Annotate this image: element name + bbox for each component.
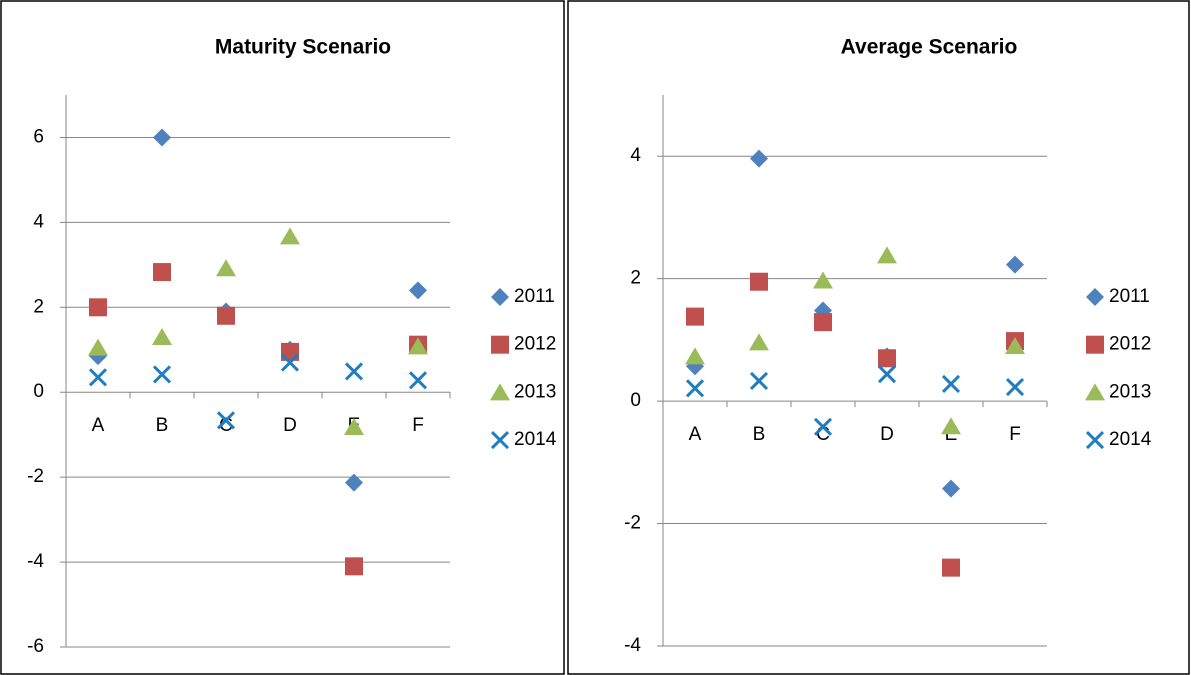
data-point (1005, 377, 1025, 397)
data-point (941, 374, 961, 394)
data-point (345, 557, 363, 576)
legend-label: 2012 (514, 334, 556, 355)
data-point (408, 371, 428, 390)
y-tick-label: -6 (27, 636, 44, 657)
x-tick-label: B (156, 415, 169, 436)
legend-marker (491, 335, 509, 354)
y-tick-label: 6 (33, 126, 44, 147)
data-point (685, 347, 705, 365)
data-point (152, 328, 172, 346)
y-tick-label: 0 (33, 381, 44, 402)
data-point (409, 281, 427, 300)
data-point (280, 353, 300, 372)
y-tick-label: -2 (27, 466, 44, 487)
data-point (813, 271, 833, 289)
legend-marker (491, 288, 509, 306)
data-point (1005, 337, 1025, 355)
x-tick-label: C (219, 415, 233, 436)
data-point (1006, 255, 1024, 274)
data-point (750, 149, 768, 168)
data-point (749, 333, 769, 351)
legend-label: 2014 (514, 429, 557, 450)
y-tick-label: 2 (630, 268, 641, 289)
x-tick-label: A (92, 415, 105, 436)
data-point (814, 313, 832, 332)
panel-border (567, 0, 1190, 675)
data-point (686, 307, 704, 326)
data-point (88, 368, 108, 387)
data-point (89, 298, 107, 317)
y-tick-label: -4 (624, 635, 641, 656)
y-tick-label: -2 (624, 513, 641, 534)
data-point (877, 246, 897, 264)
data-point (942, 479, 960, 498)
data-point (877, 365, 897, 384)
legend-marker (1086, 288, 1104, 306)
legend-label: 2012 (1109, 334, 1151, 355)
data-point (216, 259, 236, 277)
legend-label: 2014 (1109, 429, 1152, 450)
data-point (344, 418, 364, 436)
data-point (280, 227, 300, 245)
chart-title: Maturity Scenario (215, 36, 391, 59)
data-point (878, 349, 896, 368)
x-tick-label: F (1009, 424, 1021, 445)
y-tick-label: 2 (33, 296, 44, 317)
x-tick-label: B (753, 424, 766, 445)
data-point (345, 473, 363, 492)
x-tick-label: A (689, 424, 702, 445)
x-tick-label: D (880, 424, 894, 445)
y-tick-label: 4 (630, 145, 641, 166)
data-point (216, 411, 236, 430)
data-point (408, 337, 428, 355)
data-point (152, 365, 172, 384)
data-point (941, 417, 961, 435)
data-point (88, 338, 108, 356)
y-tick-label: 4 (33, 211, 44, 232)
data-point (153, 128, 171, 147)
legend-label: 2011 (1109, 286, 1150, 307)
legend-marker (490, 383, 510, 401)
panel-border (0, 0, 565, 675)
data-point (217, 306, 235, 325)
y-tick-label: 0 (630, 390, 641, 411)
legend-marker (1085, 431, 1105, 450)
x-tick-label: F (412, 415, 424, 436)
data-point (344, 362, 364, 381)
data-point (750, 272, 768, 291)
legend-marker (1086, 335, 1104, 354)
data-point (153, 263, 171, 282)
legend-label: 2013 (1109, 381, 1151, 402)
x-tick-label: D (283, 415, 297, 436)
y-tick-label: -4 (27, 551, 44, 572)
data-point (685, 379, 705, 398)
data-point (813, 417, 833, 436)
legend-marker (1085, 383, 1105, 401)
chart-title: Average Scenario (841, 36, 1018, 59)
legend-marker (490, 431, 510, 450)
data-point (749, 371, 769, 390)
data-point (942, 558, 960, 577)
legend-label: 2011 (514, 286, 555, 307)
legend-label: 2013 (514, 381, 556, 402)
